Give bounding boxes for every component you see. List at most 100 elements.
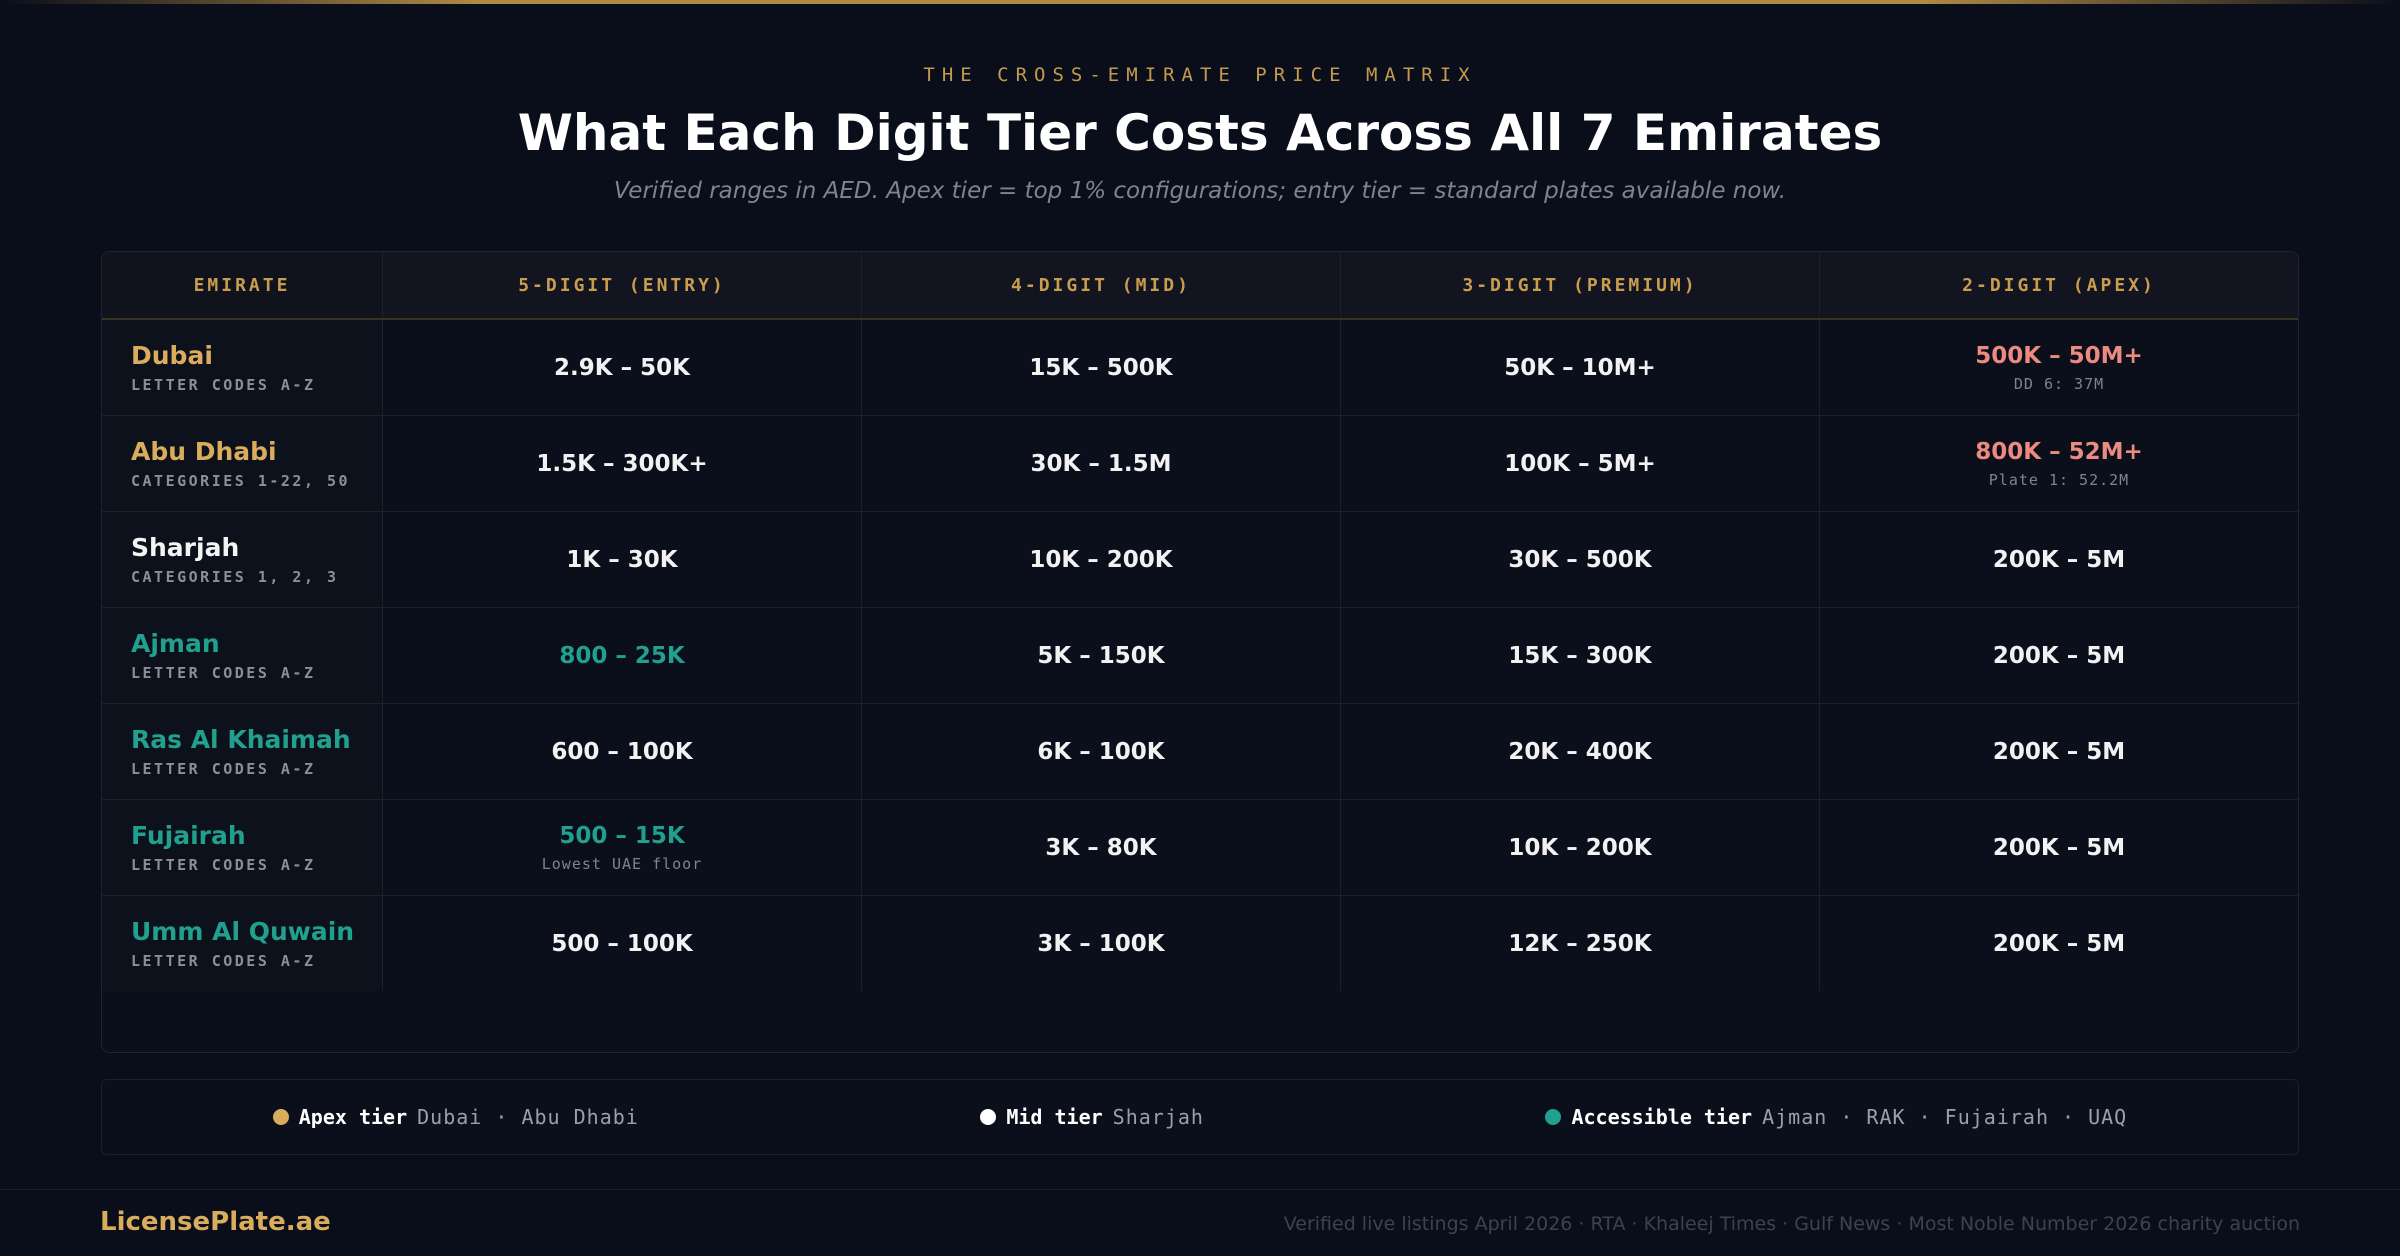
price-cell: 3K – 100K	[861, 896, 1340, 991]
emirate-cell: Dubai LETTER CODES A-Z	[102, 320, 382, 415]
price-cell: 500K – 50M+ DD 6: 37M	[1819, 320, 2298, 415]
price-cell: 50K – 10M+	[1340, 320, 1819, 415]
table-row: Umm Al Quwain LETTER CODES A-Z 500 – 100K 3…	[102, 896, 2298, 991]
emirate-cell: Abu Dhabi CATEGORIES 1-22, 50	[102, 416, 382, 511]
price-cell: 1K – 30K	[382, 512, 861, 607]
price-cell: 15K – 500K	[861, 320, 1340, 415]
price-cell: 800 – 25K	[382, 608, 861, 703]
legend-item: Accessible tier Ajman · RAK · Fujairah · …	[1545, 1105, 2127, 1129]
price-note: Plate 1: 52.2M	[1988, 470, 2130, 489]
table-row: Abu Dhabi CATEGORIES 1-22, 50 1.5K – 300K+…	[102, 416, 2298, 512]
table-row: Ajman LETTER CODES A-Z 800 – 25K 5K – 150K 1…	[102, 608, 2298, 704]
price-range: 30K – 1.5M	[1030, 450, 1172, 477]
price-cell: 200K – 5M	[1819, 704, 2298, 799]
price-cell: 1.5K – 300K+	[382, 416, 861, 511]
column-header: 5-DIGIT (ENTRY)	[382, 252, 861, 318]
price-range: 2.9K – 50K	[554, 354, 690, 381]
price-cell: 100K – 5M+	[1340, 416, 1819, 511]
price-range: 200K – 5M	[1992, 642, 2126, 669]
price-range: 200K – 5M	[1992, 930, 2126, 957]
footer-divider	[0, 1189, 2400, 1190]
legend-dot	[272, 1109, 289, 1125]
price-range: 800K – 52M+	[1975, 438, 2143, 465]
price-range: 600 – 100K	[551, 738, 693, 765]
price-cell: 200K – 5M	[1819, 608, 2298, 703]
price-range: 500K – 50M+	[1975, 342, 2143, 369]
emirate-cell: Sharjah CATEGORIES 1, 2, 3	[102, 512, 382, 607]
emirate-name: Dubai	[131, 341, 213, 370]
price-cell: 3K – 80K	[861, 800, 1340, 895]
emirate-subtitle: LETTER CODES A-Z	[131, 856, 316, 874]
price-table: EMIRATE 5-DIGIT (ENTRY) 4-DIGIT (MID) 3-DIG…	[101, 251, 2299, 1053]
price-range: 1K – 30K	[566, 546, 678, 573]
header-row: EMIRATE 5-DIGIT (ENTRY) 4-DIGIT (MID) 3-DIG…	[102, 252, 2298, 320]
price-range: 200K – 5M	[1992, 738, 2126, 765]
title: What Each Digit Tier Costs Across All 7 …	[517, 104, 1883, 162]
emirate-subtitle: CATEGORIES 1-22, 50	[131, 472, 351, 490]
column-header: EMIRATE	[102, 252, 382, 318]
legend-label: Apex tier	[298, 1105, 408, 1129]
table-row: Sharjah CATEGORIES 1, 2, 3 1K – 30K 10K – 2…	[102, 512, 2298, 608]
table-row: Ras Al Khaimah LETTER CODES A-Z 600 – 100K…	[102, 704, 2298, 800]
price-cell: 200K – 5M	[1819, 800, 2298, 895]
emirate-cell: Ras Al Khaimah LETTER CODES A-Z	[102, 704, 382, 799]
emirate-name: Fujairah	[131, 821, 246, 850]
price-range: 200K – 5M	[1992, 834, 2126, 861]
price-range: 30K – 500K	[1508, 546, 1652, 573]
price-range: 1.5K – 300K+	[536, 450, 708, 477]
legend-members: Sharjah	[1112, 1105, 1204, 1129]
price-cell: 15K – 300K	[1340, 608, 1819, 703]
legend-label: Mid tier	[1006, 1105, 1103, 1129]
price-cell: 20K – 400K	[1340, 704, 1819, 799]
price-cell: 800K – 52M+ Plate 1: 52.2M	[1819, 416, 2298, 511]
price-range: 500 – 100K	[551, 930, 693, 957]
table-row: Fujairah LETTER CODES A-Z 500 – 15K Lowest …	[102, 800, 2298, 896]
emirate-name: Ras Al Khaimah	[131, 725, 351, 754]
price-cell: 200K – 5M	[1819, 896, 2298, 991]
price-cell: 500 – 100K	[382, 896, 861, 991]
price-range: 20K – 400K	[1508, 738, 1652, 765]
legend-item: Mid tier Sharjah	[980, 1105, 1204, 1129]
legend-item: Apex tier Dubai · Abu Dhabi	[272, 1105, 639, 1129]
eyebrow: THE CROSS-EMIRATE PRICE MATRIX	[923, 64, 1477, 86]
table-row: Dubai LETTER CODES A-Z 2.9K – 50K 15K – 500…	[102, 320, 2298, 416]
emirate-subtitle: LETTER CODES A-Z	[131, 376, 316, 394]
emirate-subtitle: LETTER CODES A-Z	[131, 664, 316, 682]
legend-label: Accessible tier	[1571, 1105, 1753, 1129]
column-header: 3-DIGIT (PREMIUM)	[1340, 252, 1819, 318]
price-range: 3K – 80K	[1045, 834, 1157, 861]
price-range: 15K – 500K	[1029, 354, 1173, 381]
price-cell: 10K – 200K	[1340, 800, 1819, 895]
emirate-name: Ajman	[131, 629, 220, 658]
emirate-cell: Fujairah LETTER CODES A-Z	[102, 800, 382, 895]
legend: Apex tier Dubai · Abu Dhabi Mid tier Sharja…	[101, 1079, 2299, 1155]
emirate-name: Umm Al Quwain	[131, 917, 355, 946]
price-range: 6K – 100K	[1037, 738, 1165, 765]
price-cell: 12K – 250K	[1340, 896, 1819, 991]
column-header: 4-DIGIT (MID)	[861, 252, 1340, 318]
emirate-name: Sharjah	[131, 533, 240, 562]
emirate-name: Abu Dhabi	[131, 437, 277, 466]
price-range: 50K – 10M+	[1504, 354, 1656, 381]
top-accent	[0, 0, 2400, 4]
emirate-subtitle: CATEGORIES 1, 2, 3	[131, 568, 339, 586]
price-cell: 10K – 200K	[861, 512, 1340, 607]
price-cell: 30K – 500K	[1340, 512, 1819, 607]
brand[interactable]: LicensePlate.ae	[100, 1207, 331, 1237]
price-cell: 6K – 100K	[861, 704, 1340, 799]
legend-members: Dubai · Abu Dhabi	[417, 1105, 639, 1129]
price-range: 12K – 250K	[1508, 930, 1652, 957]
price-range: 500 – 15K	[559, 822, 685, 849]
legend-members: Ajman · RAK · Fujairah · UAQ	[1762, 1105, 2128, 1129]
price-range: 10K – 200K	[1508, 834, 1652, 861]
emirate-cell: Ajman LETTER CODES A-Z	[102, 608, 382, 703]
price-range: 100K – 5M+	[1504, 450, 1656, 477]
price-cell: 600 – 100K	[382, 704, 861, 799]
price-range: 10K – 200K	[1029, 546, 1173, 573]
price-range: 800 – 25K	[559, 642, 685, 669]
price-cell: 500 – 15K Lowest UAE floor	[382, 800, 861, 895]
price-range: 200K – 5M	[1992, 546, 2126, 573]
price-cell: 200K – 5M	[1819, 512, 2298, 607]
price-cell: 30K – 1.5M	[861, 416, 1340, 511]
